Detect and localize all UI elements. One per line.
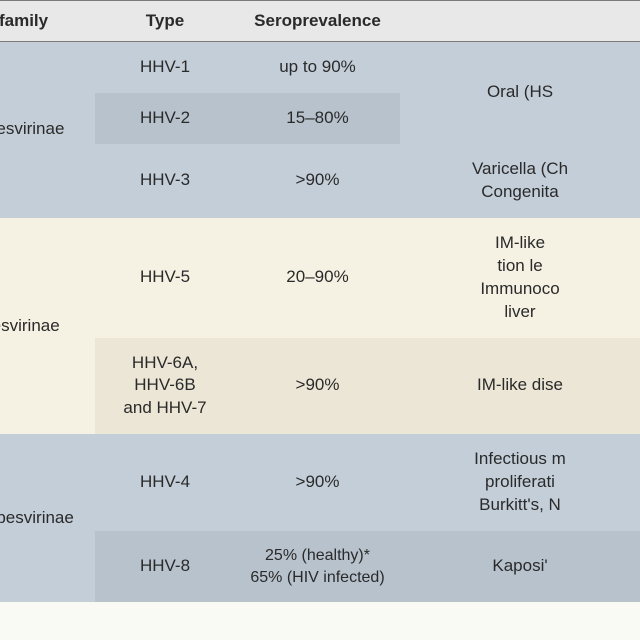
cell-disease: Infectious m proliferati Burkitt's, N	[400, 434, 640, 531]
cell-sero: 15–80%	[235, 93, 400, 144]
cell-disease: Oral (HS	[400, 42, 640, 144]
cell-type: HHV-1	[95, 42, 235, 93]
table-row: mmaherpesvirinae HHV-4 >90% Infectious m…	[0, 434, 640, 531]
header-disease	[400, 1, 640, 42]
cell-sero: >90%	[235, 144, 400, 218]
cell-type: HHV-2	[95, 93, 235, 144]
cell-type: HHV-8	[95, 531, 235, 602]
cell-sero: >90%	[235, 434, 400, 531]
cell-sero: up to 90%	[235, 42, 400, 93]
cell-disease: Kaposi'	[400, 531, 640, 602]
table-row: etaherpesvirinae HHV-5 20–90% IM-like ti…	[0, 218, 640, 338]
cell-disease: IM-like dise	[400, 338, 640, 435]
table-row: HHV-3 >90% Varicella (Ch Congenita	[0, 144, 640, 218]
cell-subfamily: phaherpesvirinae	[0, 42, 95, 218]
table-row: HHV-8 25% (healthy)* 65% (HIV infected) …	[0, 531, 640, 602]
cell-subfamily: mmaherpesvirinae	[0, 434, 95, 602]
header-type: Type	[95, 1, 235, 42]
herpesvirus-table: Subfamily Type Seroprevalence phaherpesv…	[0, 0, 640, 602]
cell-type: HHV-5	[95, 218, 235, 338]
table-row: HHV-6A, HHV-6B and HHV-7 >90% IM-like di…	[0, 338, 640, 435]
header-seroprevalence: Seroprevalence	[235, 1, 400, 42]
header-row: Subfamily Type Seroprevalence	[0, 1, 640, 42]
header-subfamily: Subfamily	[0, 1, 95, 42]
cell-sero: 20–90%	[235, 218, 400, 338]
table-row: phaherpesvirinae HHV-1 up to 90% Oral (H…	[0, 42, 640, 93]
cell-type: HHV-6A, HHV-6B and HHV-7	[95, 338, 235, 435]
cell-type: HHV-3	[95, 144, 235, 218]
cell-sero: 25% (healthy)* 65% (HIV infected)	[235, 531, 400, 602]
cell-type: HHV-4	[95, 434, 235, 531]
cell-sero: >90%	[235, 338, 400, 435]
cell-disease: IM-like tion le Immunoco liver	[400, 218, 640, 338]
cell-subfamily: etaherpesvirinae	[0, 218, 95, 435]
cell-disease: Varicella (Ch Congenita	[400, 144, 640, 218]
